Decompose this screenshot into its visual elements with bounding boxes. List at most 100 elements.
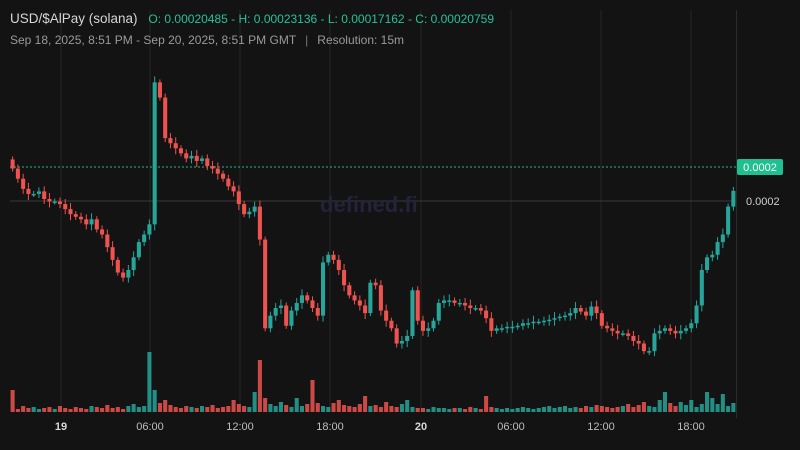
candle-body <box>89 219 94 225</box>
volume-bar <box>426 409 431 412</box>
candle-body <box>689 323 694 329</box>
volume-bar <box>436 408 441 412</box>
x-tick-label: 18:00 <box>316 421 344 433</box>
candle-body <box>336 259 341 270</box>
candle-body <box>52 201 57 204</box>
candle-body <box>131 257 136 270</box>
candle-body <box>647 351 652 353</box>
candle-body <box>389 320 394 329</box>
candle-body <box>526 323 531 325</box>
volume-bars <box>10 352 736 412</box>
volume-bar <box>210 405 215 412</box>
candle-body <box>578 308 583 312</box>
volume-bar <box>215 408 220 412</box>
volume-bar <box>57 406 63 412</box>
y-tick-label: 0.0002 <box>746 196 780 208</box>
volume-bar <box>21 406 26 412</box>
candle-body <box>489 318 494 331</box>
volume-bar <box>484 396 489 412</box>
candle-body <box>473 308 478 310</box>
volume-bar <box>594 405 599 412</box>
candle-body <box>620 333 625 335</box>
date-range: Sep 18, 2025, 8:51 PM - Sep 20, 2025, 8:… <box>10 33 297 47</box>
volume-bar <box>231 400 236 412</box>
volume-bar <box>615 407 620 412</box>
candle-body <box>100 229 105 235</box>
volume-bar <box>84 409 89 412</box>
volume-bar <box>226 406 231 412</box>
volume-bar <box>463 409 468 412</box>
volume-bar <box>678 402 683 412</box>
volume-bar <box>305 404 310 412</box>
volume-bar <box>668 403 673 412</box>
candle-body <box>10 159 15 169</box>
candle-body <box>568 313 573 316</box>
candle-body <box>536 321 541 324</box>
volume-bar <box>100 408 105 412</box>
volume-bar <box>257 360 262 412</box>
candle-body <box>110 247 115 260</box>
candle-body <box>21 178 26 189</box>
volume-bar <box>541 407 547 412</box>
candle-body <box>594 306 599 314</box>
volume-bar <box>194 408 199 412</box>
candle-body <box>420 320 426 331</box>
candle-body <box>78 216 84 220</box>
volume-bar <box>431 407 436 412</box>
volume-bar <box>157 403 162 412</box>
volume-bar <box>399 404 404 412</box>
candle-body <box>199 158 205 161</box>
volume-bar <box>121 409 126 412</box>
candle-body <box>294 302 299 311</box>
volume-bar <box>294 398 299 412</box>
volume-bar <box>605 407 610 412</box>
volume-bar <box>320 406 326 412</box>
candle-body <box>42 191 47 199</box>
volume-bar <box>410 407 415 412</box>
candle-body <box>299 295 305 303</box>
candle-body <box>657 330 662 334</box>
candle-body <box>157 82 162 98</box>
candle-body <box>84 219 89 225</box>
volume-bar <box>184 406 189 412</box>
volume-bar <box>415 408 420 412</box>
candle-body <box>173 143 178 149</box>
volume-bar <box>515 408 520 412</box>
candle-body <box>652 333 657 352</box>
volume-bar <box>631 407 636 412</box>
volume-bar <box>610 408 615 412</box>
candle-body <box>426 328 431 331</box>
candle-body <box>557 316 562 319</box>
volume-bar <box>557 407 562 412</box>
volume-bar <box>78 408 84 412</box>
candle-body <box>247 211 252 215</box>
volume-bar <box>289 407 294 412</box>
candle-body <box>36 191 41 194</box>
candle-body <box>710 254 715 258</box>
volume-bar <box>52 409 57 412</box>
chart-subheader: Sep 18, 2025, 8:51 PM - Sep 20, 2025, 8:… <box>10 33 404 47</box>
candle-body <box>463 302 468 306</box>
volume-bar <box>657 400 662 412</box>
volume-bar <box>42 408 47 412</box>
volume-bar <box>163 400 168 412</box>
candle-body <box>436 302 441 321</box>
candle-body <box>47 199 52 202</box>
volume-bar <box>199 406 205 412</box>
volume-bar <box>73 407 78 412</box>
candle-body <box>668 328 673 331</box>
volume-bar <box>242 406 247 412</box>
candle-body <box>468 305 473 309</box>
candle-body <box>168 138 173 144</box>
volume-bar <box>683 405 689 412</box>
volume-bar <box>536 408 541 412</box>
candle-body <box>284 305 289 326</box>
volume-bar <box>647 406 652 412</box>
candle-body <box>662 328 668 331</box>
volume-bar <box>652 407 657 412</box>
candle-body <box>531 321 536 324</box>
candle-body <box>210 166 215 169</box>
candle-body <box>431 320 436 329</box>
resolution-label: Resolution: 15m <box>317 33 405 47</box>
